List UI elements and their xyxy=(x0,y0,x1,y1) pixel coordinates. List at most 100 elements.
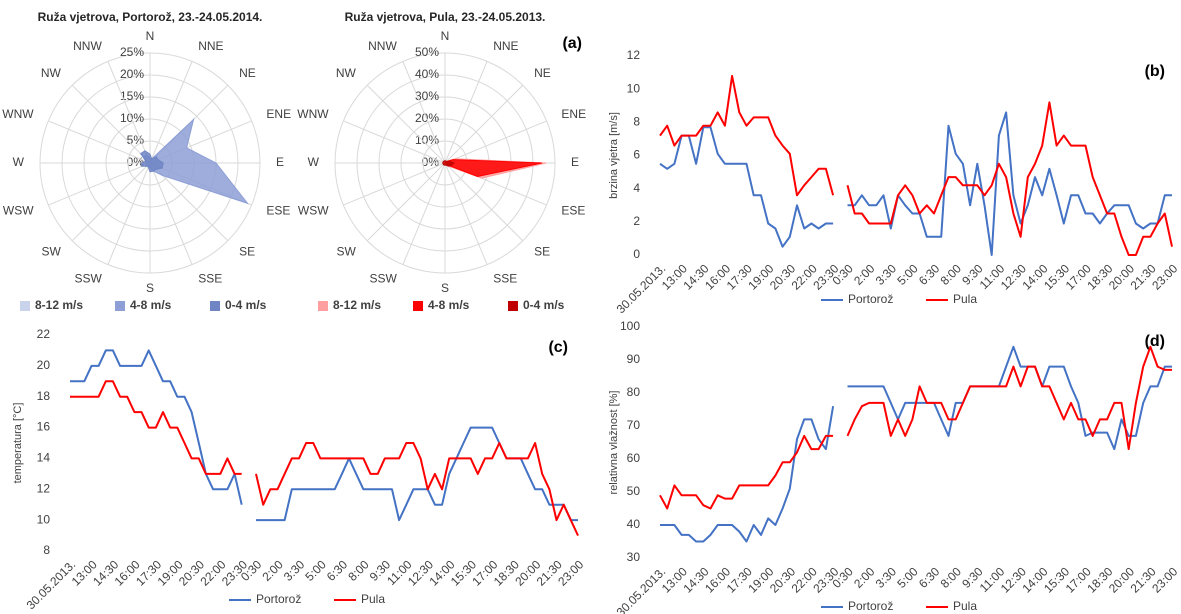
legend-label: Pula xyxy=(361,592,385,606)
direction-label: SW xyxy=(42,244,62,258)
direction-label: NNE xyxy=(198,39,223,53)
direction-label: NW xyxy=(336,66,357,80)
direction-label: ESE xyxy=(561,203,585,217)
legend-label: 0-4 m/s xyxy=(523,298,565,312)
series-line xyxy=(70,349,578,522)
series-line xyxy=(660,345,1172,543)
spoke xyxy=(149,162,193,265)
y-tick-label: 22 xyxy=(37,327,51,341)
spoke xyxy=(402,61,446,164)
y-tick-label: 4 xyxy=(633,181,640,195)
r-tick-label: 20% xyxy=(120,67,144,81)
spoke xyxy=(71,162,151,242)
y-tick-label: 0 xyxy=(633,247,640,261)
direction-label: NNE xyxy=(493,39,518,53)
chart-title: Ruža vjetrova, Portorož, 23.-24.05.2014. xyxy=(38,10,263,24)
y-tick-label: 14 xyxy=(37,451,51,465)
legend-label: Portorož xyxy=(848,292,893,306)
legend-label: 4-8 m/s xyxy=(428,298,470,312)
direction-label: ENE xyxy=(561,107,586,121)
spoke xyxy=(444,162,524,242)
y-tick-label: 8 xyxy=(43,543,50,557)
y-tick-label: 10 xyxy=(627,81,641,95)
y-tick-label: 2 xyxy=(633,214,640,228)
x-tick-label: 3:30 xyxy=(873,261,900,288)
direction-label: SSW xyxy=(74,272,102,286)
direction-label: SSW xyxy=(369,272,397,286)
y-tick-label: 80 xyxy=(627,385,641,399)
spoke xyxy=(107,162,151,265)
spoke xyxy=(366,84,446,164)
r-tick-label: 10% xyxy=(120,111,144,125)
spoke xyxy=(366,162,446,242)
x-tick-label: 23:00 xyxy=(555,557,586,588)
series-line xyxy=(659,74,1173,256)
legend-swatch xyxy=(318,301,328,311)
direction-label: S xyxy=(441,281,449,295)
r-tick-label: 40% xyxy=(415,67,439,81)
direction-label: WSW xyxy=(298,203,329,217)
direction-label: ESE xyxy=(266,203,290,217)
r-tick-label: 20% xyxy=(415,111,439,125)
x-tick-label: 23:00 xyxy=(1149,261,1180,292)
direction-label: SW xyxy=(337,244,357,258)
x-tick-label: 30.05.2013. xyxy=(24,557,79,612)
panel-label: (c) xyxy=(548,339,568,356)
direction-label: ENE xyxy=(266,107,291,121)
r-tick-label: 10% xyxy=(415,133,439,147)
y-tick-label: 12 xyxy=(37,481,51,495)
radar-area xyxy=(442,160,455,167)
direction-label: WNW xyxy=(297,107,329,121)
legend-label: Pula xyxy=(953,292,977,306)
x-tick-label: 3:30 xyxy=(281,557,308,584)
legend-label: Portorož xyxy=(848,599,893,613)
spoke xyxy=(71,84,151,164)
legend-swatch xyxy=(508,301,518,311)
spoke xyxy=(48,162,151,206)
legend-label: 8-12 m/s xyxy=(35,298,83,312)
x-tick-label: 5:00 xyxy=(302,557,329,584)
x-tick-label: 30.05.2013. xyxy=(614,564,669,614)
r-tick-label: 5% xyxy=(127,133,145,147)
x-tick-label: 5:00 xyxy=(894,564,921,591)
x-tick-label: 30.05.2013. xyxy=(614,261,669,316)
y-axis-title: relativna vlažnost [%] xyxy=(608,391,620,495)
panel-label: (a) xyxy=(562,35,582,52)
panel-label: (d) xyxy=(1145,333,1165,350)
legend-swatch xyxy=(20,301,30,311)
y-tick-label: 90 xyxy=(627,352,641,366)
spoke xyxy=(444,162,488,265)
y-tick-label: 100 xyxy=(620,319,640,333)
y-axis-title: brzina vjetra [m/s] xyxy=(608,112,620,199)
y-tick-label: 40 xyxy=(627,517,641,531)
direction-label: NNW xyxy=(368,39,397,53)
r-tick-label: 25% xyxy=(120,45,144,59)
x-tick-label: 3:30 xyxy=(873,564,900,591)
direction-label: NNW xyxy=(73,39,102,53)
x-tick-label: 2:00 xyxy=(851,564,878,591)
spoke xyxy=(48,120,151,164)
direction-label: SSE xyxy=(198,272,222,286)
direction-label: E xyxy=(276,155,284,169)
legend-label: 8-12 m/s xyxy=(333,298,381,312)
y-tick-label: 12 xyxy=(627,48,641,62)
spoke xyxy=(444,84,524,164)
y-tick-label: 20 xyxy=(37,358,51,372)
x-tick-label: 2:00 xyxy=(851,261,878,288)
spoke xyxy=(402,162,446,265)
series-line xyxy=(659,345,1172,510)
direction-label: WNW xyxy=(2,107,34,121)
legend-label: 0-4 m/s xyxy=(225,298,267,312)
spoke xyxy=(444,61,488,164)
direction-label: N xyxy=(146,29,155,43)
x-tick-label: 8:00 xyxy=(938,564,965,591)
r-tick-label: 30% xyxy=(415,89,439,103)
y-tick-label: 18 xyxy=(37,389,51,403)
legend-swatch xyxy=(115,301,125,311)
panel-label: (b) xyxy=(1145,63,1165,80)
spoke xyxy=(107,61,151,164)
direction-label: S xyxy=(146,281,154,295)
direction-label: NW xyxy=(41,66,62,80)
y-tick-label: 50 xyxy=(627,484,641,498)
direction-label: SE xyxy=(239,244,255,258)
